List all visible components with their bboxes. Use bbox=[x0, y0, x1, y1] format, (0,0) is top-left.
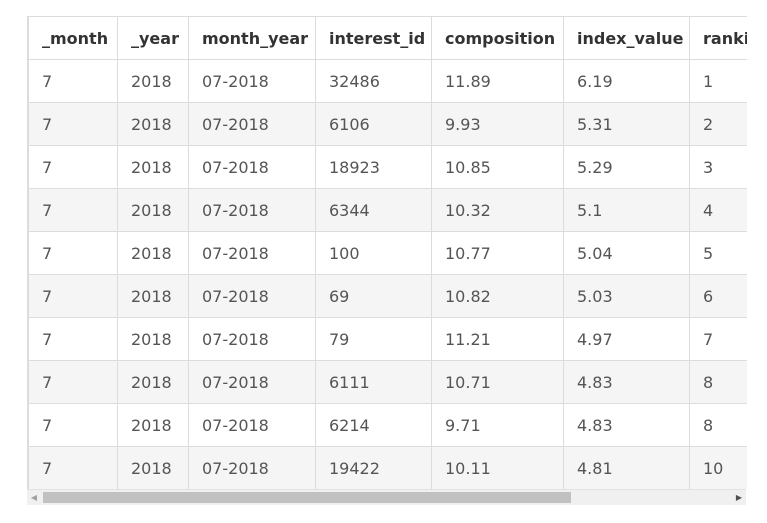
triangle-left-icon[interactable]: ◀ bbox=[30, 493, 38, 502]
table-cell: 07-2018 bbox=[188, 145, 316, 189]
table-cell: 07-2018 bbox=[188, 317, 316, 361]
table-cell: 11.89 bbox=[431, 59, 564, 103]
table-cell: 2018 bbox=[117, 403, 189, 447]
table-cell: 10.71 bbox=[431, 360, 564, 404]
table-row: 7 2018 07-2018 6111 10.71 4.83 8 bbox=[28, 360, 747, 404]
table-cell: 07-2018 bbox=[188, 59, 316, 103]
column-header-month: _month bbox=[28, 16, 118, 60]
table-cell: 4.81 bbox=[563, 446, 690, 489]
table-cell: 5.04 bbox=[563, 231, 690, 275]
table-cell: 9.93 bbox=[431, 102, 564, 146]
header-row: _month _year month_year interest_id composit… bbox=[28, 16, 747, 60]
table-cell: 32486 bbox=[315, 59, 432, 103]
table-cell: 5.29 bbox=[563, 145, 690, 189]
table-cell: 4.97 bbox=[563, 317, 690, 361]
table-cell: 8 bbox=[689, 403, 747, 447]
column-header-month-year: month_year bbox=[188, 16, 316, 60]
table-cell: 2 bbox=[689, 102, 747, 146]
table-cell: 10.77 bbox=[431, 231, 564, 275]
scrollbar-thumb[interactable] bbox=[43, 492, 571, 503]
table-row: 7 2018 07-2018 6214 9.71 4.83 8 bbox=[28, 403, 747, 447]
table-viewport: _month _year month_year interest_id composit… bbox=[27, 16, 747, 489]
column-header-index-value: index_value bbox=[563, 16, 690, 60]
table-cell: 2018 bbox=[117, 102, 189, 146]
table-cell: 7 bbox=[28, 274, 118, 318]
table-cell: 7 bbox=[28, 102, 118, 146]
table-cell: 1 bbox=[689, 59, 747, 103]
table-row: 7 2018 07-2018 69 10.82 5.03 6 bbox=[28, 274, 747, 318]
table-cell: 7 bbox=[28, 446, 118, 489]
table-body: 7 2018 07-2018 32486 11.89 6.19 1 7 2018 07-2018 6… bbox=[28, 59, 747, 489]
table-cell: 2018 bbox=[117, 274, 189, 318]
table-cell: 5.1 bbox=[563, 188, 690, 232]
column-header-ranking: ranking bbox=[689, 16, 747, 60]
table-cell: 5 bbox=[689, 231, 747, 275]
table-cell: 07-2018 bbox=[188, 360, 316, 404]
table-row: 7 2018 07-2018 6344 10.32 5.1 4 bbox=[28, 188, 747, 232]
table-cell: 7 bbox=[28, 403, 118, 447]
table-cell: 2018 bbox=[117, 360, 189, 404]
table-cell: 07-2018 bbox=[188, 188, 316, 232]
table-cell: 7 bbox=[28, 360, 118, 404]
table-row: 7 2018 07-2018 32486 11.89 6.19 1 bbox=[28, 59, 747, 103]
table-cell: 79 bbox=[315, 317, 432, 361]
table-header: _month _year month_year interest_id composit… bbox=[28, 16, 747, 60]
table-cell: 07-2018 bbox=[188, 102, 316, 146]
table-cell: 10.82 bbox=[431, 274, 564, 318]
table-cell: 4.83 bbox=[563, 403, 690, 447]
table-cell: 07-2018 bbox=[188, 446, 316, 489]
table-cell: 6.19 bbox=[563, 59, 690, 103]
triangle-right-icon[interactable]: ▶ bbox=[735, 493, 743, 502]
table-cell: 2018 bbox=[117, 231, 189, 275]
table-cell: 2018 bbox=[117, 317, 189, 361]
table-cell: 6111 bbox=[315, 360, 432, 404]
table-cell: 18923 bbox=[315, 145, 432, 189]
table-cell: 7 bbox=[28, 188, 118, 232]
table-cell: 4.83 bbox=[563, 360, 690, 404]
table-row: 7 2018 07-2018 19422 10.11 4.81 10 bbox=[28, 446, 747, 489]
table-cell: 2018 bbox=[117, 446, 189, 489]
table-cell: 10.32 bbox=[431, 188, 564, 232]
table-cell: 07-2018 bbox=[188, 403, 316, 447]
table-cell: 69 bbox=[315, 274, 432, 318]
table-cell: 7 bbox=[28, 145, 118, 189]
column-header-year: _year bbox=[117, 16, 189, 60]
table-cell: 7 bbox=[689, 317, 747, 361]
table-cell: 7 bbox=[28, 317, 118, 361]
table-cell: 7 bbox=[28, 231, 118, 275]
table-cell: 10.85 bbox=[431, 145, 564, 189]
data-table: _month _year month_year interest_id composit… bbox=[28, 16, 747, 489]
table-cell: 11.21 bbox=[431, 317, 564, 361]
table-row: 7 2018 07-2018 100 10.77 5.04 5 bbox=[28, 231, 747, 275]
table-row: 7 2018 07-2018 6106 9.93 5.31 2 bbox=[28, 102, 747, 146]
table-cell: 100 bbox=[315, 231, 432, 275]
column-header-interest-id: interest_id bbox=[315, 16, 432, 60]
table-cell: 19422 bbox=[315, 446, 432, 489]
column-header-composition: composition bbox=[431, 16, 564, 60]
table-cell: 6106 bbox=[315, 102, 432, 146]
table-cell: 7 bbox=[28, 59, 118, 103]
table-cell: 2018 bbox=[117, 145, 189, 189]
horizontal-scrollbar[interactable]: ◀ ▶ bbox=[27, 489, 746, 505]
table-row: 7 2018 07-2018 79 11.21 4.97 7 bbox=[28, 317, 747, 361]
table-cell: 07-2018 bbox=[188, 274, 316, 318]
table-cell: 6344 bbox=[315, 188, 432, 232]
table-cell: 2018 bbox=[117, 188, 189, 232]
table-cell: 3 bbox=[689, 145, 747, 189]
table-cell: 07-2018 bbox=[188, 231, 316, 275]
table-cell: 5.31 bbox=[563, 102, 690, 146]
table-cell: 5.03 bbox=[563, 274, 690, 318]
table-cell: 6 bbox=[689, 274, 747, 318]
table-cell: 4 bbox=[689, 188, 747, 232]
table-cell: 10 bbox=[689, 446, 747, 489]
table-cell: 8 bbox=[689, 360, 747, 404]
table-cell: 10.11 bbox=[431, 446, 564, 489]
table-cell: 6214 bbox=[315, 403, 432, 447]
table-row: 7 2018 07-2018 18923 10.85 5.29 3 bbox=[28, 145, 747, 189]
table-cell: 9.71 bbox=[431, 403, 564, 447]
table-cell: 2018 bbox=[117, 59, 189, 103]
